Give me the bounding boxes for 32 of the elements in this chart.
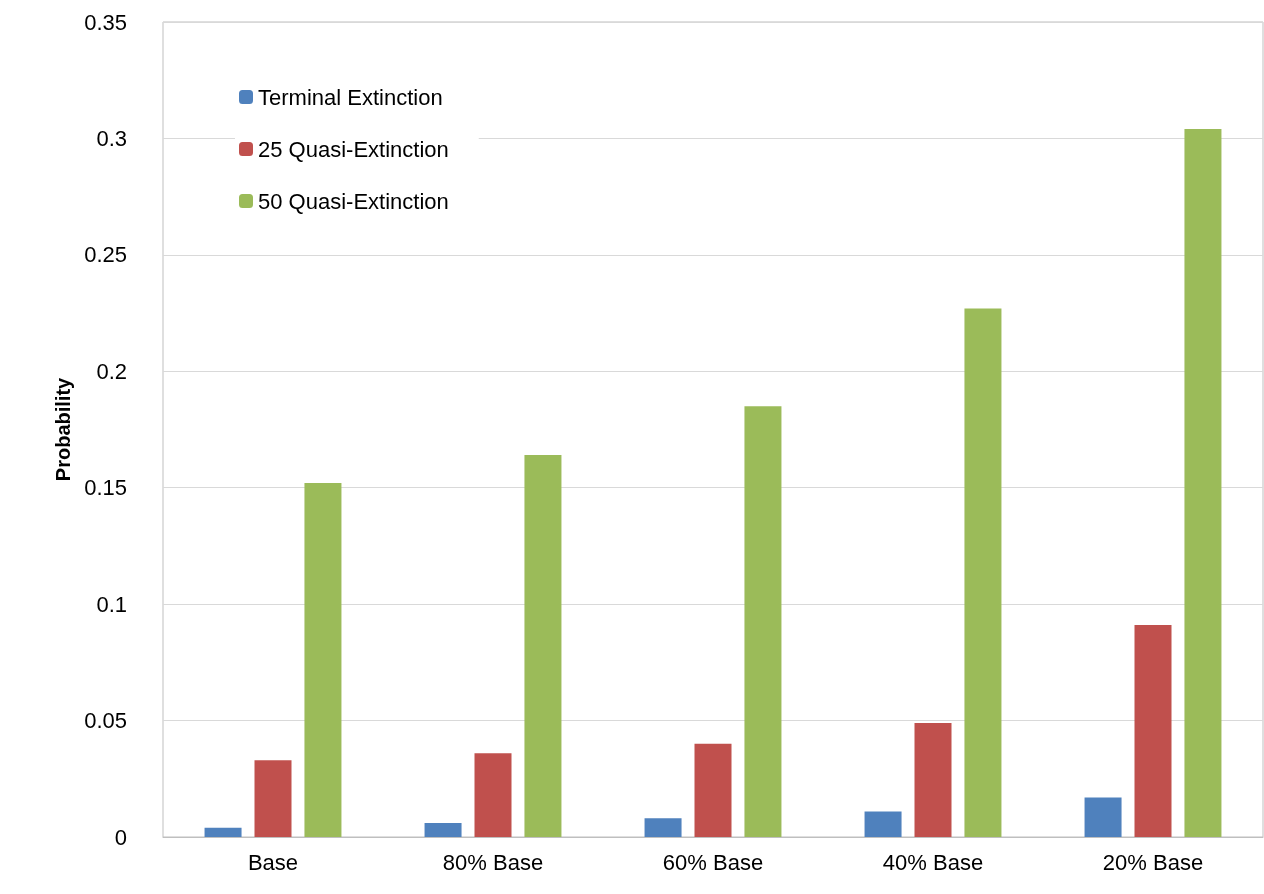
y-axis-title: Probability (52, 376, 75, 482)
bar (424, 823, 462, 837)
x-tick-label: 40% Base (882, 849, 984, 875)
bar (254, 760, 292, 837)
legend-label: 25 Quasi-Extinction (258, 136, 449, 162)
y-tick-label: 0.05 (84, 708, 127, 734)
bar (304, 483, 342, 837)
y-tick-label: 0.1 (96, 591, 127, 617)
y-tick-label: 0.35 (84, 9, 127, 35)
y-tick-label: 0.3 (96, 125, 127, 151)
y-tick-label: 0.25 (84, 242, 127, 268)
bar (1184, 129, 1222, 837)
bar (744, 406, 782, 837)
y-tick-label: 0 (114, 824, 127, 850)
y-tick-label: 0.15 (84, 475, 127, 501)
x-tick-label: 80% Base (442, 849, 544, 875)
x-tick-label: 20% Base (1102, 849, 1204, 875)
legend-label: 50 Quasi-Extinction (258, 188, 449, 214)
bar (964, 308, 1002, 837)
bar (204, 827, 242, 837)
legend-label: Terminal Extinction (258, 84, 443, 110)
bar (1134, 625, 1172, 837)
bar (914, 722, 952, 837)
x-tick-label: 60% Base (662, 849, 764, 875)
bar (864, 811, 902, 837)
bar (694, 743, 732, 837)
bar (524, 455, 562, 837)
bar (474, 753, 512, 837)
bar (644, 818, 682, 837)
y-tick-label: 0.2 (96, 358, 127, 384)
x-tick-label: Base (247, 849, 299, 875)
bar (1084, 797, 1122, 837)
